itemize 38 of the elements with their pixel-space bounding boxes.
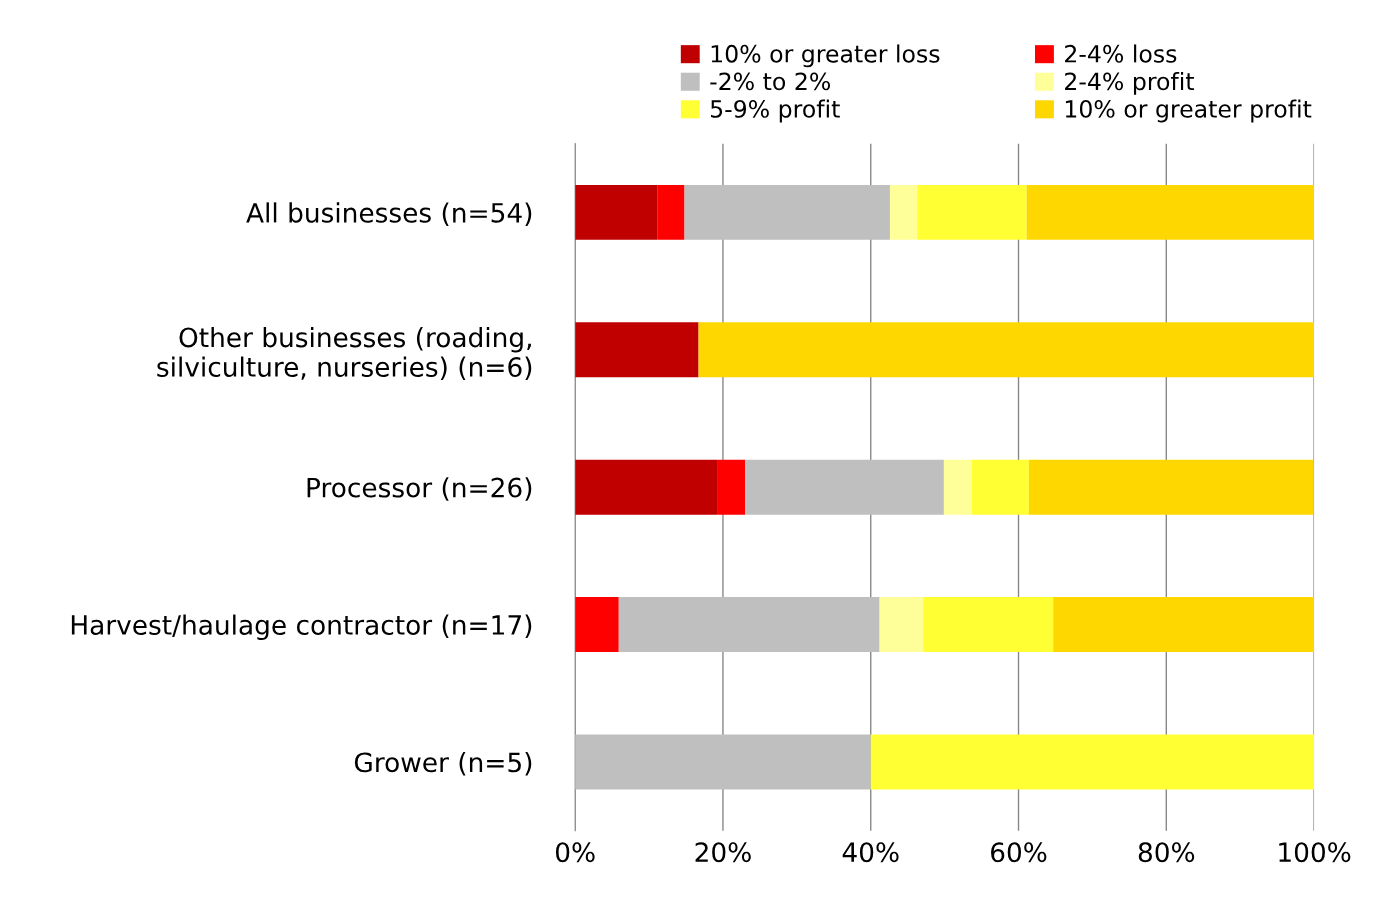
- bar: [1053, 597, 1315, 653]
- bar: [618, 597, 880, 653]
- bar: [745, 459, 944, 515]
- x-tick-label: 100%: [1279, 842, 1351, 863]
- x-tick-label: 20%: [695, 842, 751, 863]
- bar: [879, 597, 924, 653]
- bar: [698, 322, 1315, 378]
- bar: [575, 734, 871, 790]
- y-tick-label: Other businesses (roading, silviculture, nurseries) (n=6): [157, 326, 532, 381]
- x-tick-label: 0%: [555, 842, 595, 863]
- legend-label: -2% to 2%: [710, 72, 830, 91]
- x-tick-label: 80%: [1138, 842, 1195, 863]
- legend-label: 10% or greater loss: [711, 44, 940, 68]
- bar: [870, 734, 1315, 790]
- legend-label: 2-4% loss: [1065, 44, 1177, 63]
- y-tick-label: Processor (n=26): [307, 477, 532, 501]
- bar: [1026, 184, 1315, 240]
- x-tick-label: 40%: [842, 842, 899, 863]
- x-tick-label: 60%: [991, 842, 1047, 863]
- y-tick-label: All businesses (n=54): [246, 202, 532, 226]
- legend-label: 10% or greater profit: [1065, 99, 1312, 123]
- bar: [657, 184, 685, 240]
- bar: [717, 459, 746, 515]
- bar: [575, 322, 699, 378]
- legend-label: 2-4% profit: [1065, 72, 1195, 95]
- bar: [943, 459, 972, 515]
- bar: [575, 184, 658, 240]
- bar: [917, 184, 1027, 240]
- bar: [971, 459, 1029, 515]
- y-tick-label: Grower (n=5): [354, 751, 532, 776]
- bar: [684, 184, 890, 240]
- legend-label: 5-9% profit: [710, 99, 840, 123]
- y-tick-label: Harvest/haulage contractor (n=17): [71, 614, 532, 641]
- bar: [923, 597, 1054, 653]
- bar: [575, 597, 619, 653]
- bar: [889, 184, 918, 240]
- bar: [1028, 459, 1314, 515]
- bar: [575, 459, 718, 515]
